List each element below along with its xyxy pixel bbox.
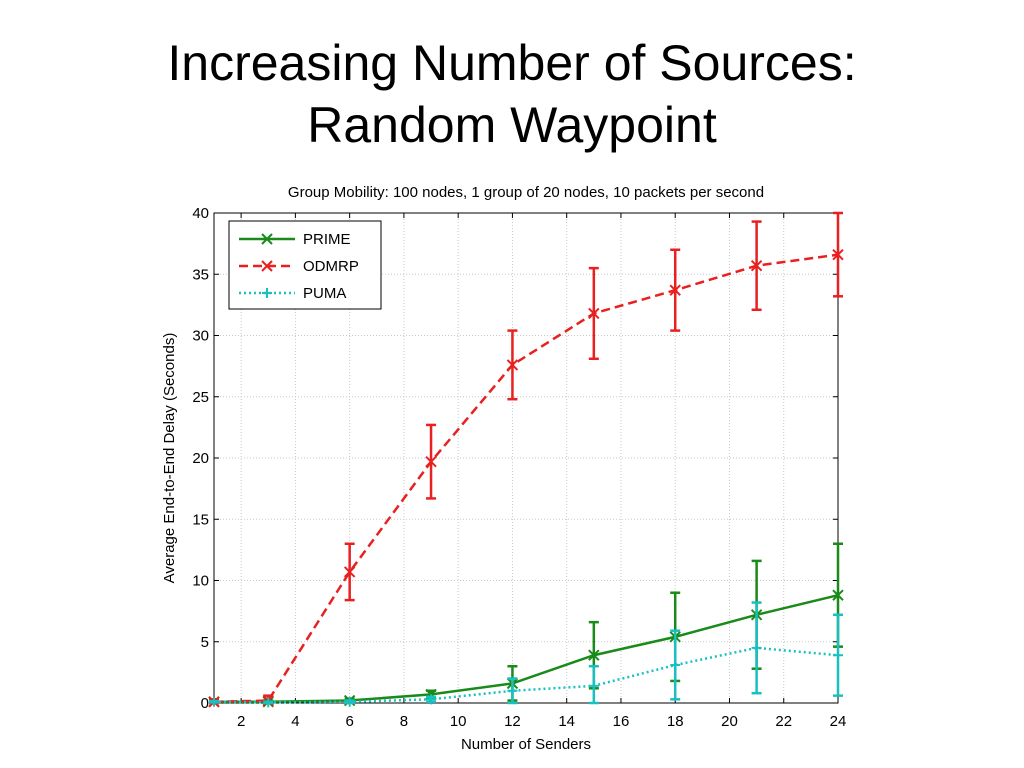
legend-item-odmrp: ODMRP <box>239 258 359 275</box>
slide-title-line1: Increasing Number of Sources: <box>167 35 857 91</box>
data-point <box>425 455 437 468</box>
y-tick-label: 40 <box>192 205 209 222</box>
x-tick-label: 18 <box>667 713 684 730</box>
x-tick-label: 10 <box>450 713 467 730</box>
slide-title-line2: Random Waypoint <box>307 97 717 153</box>
data-point <box>750 259 763 272</box>
x-tick-label: 16 <box>613 713 630 730</box>
data-point <box>588 680 599 691</box>
data-point <box>426 694 437 705</box>
data-point <box>344 696 355 707</box>
chart-title: Group Mobility: 100 nodes, 1 group of 20… <box>288 184 764 201</box>
x-tick-label: 14 <box>558 713 575 730</box>
legend-label: ODMRP <box>303 258 359 275</box>
slide-title: Increasing Number of Sources: Random Way… <box>0 32 1024 156</box>
marker-stroke <box>261 260 273 272</box>
data-point <box>588 649 600 661</box>
data-point <box>669 284 681 296</box>
x-tick-label: 8 <box>400 713 408 730</box>
x-tick-label: 6 <box>345 713 353 730</box>
x-axis-label: Number of Senders <box>461 736 591 753</box>
data-point <box>209 696 219 707</box>
legend-marker <box>262 288 272 298</box>
marker-stroke <box>588 649 600 661</box>
x-tick-label: 2 <box>237 713 245 730</box>
y-tick-label: 10 <box>192 573 209 590</box>
y-axis-label: Average End-to-End Delay (Seconds) <box>161 333 178 584</box>
x-tick-label: 20 <box>721 713 738 730</box>
marker-stroke <box>343 566 356 578</box>
series-line <box>213 646 839 704</box>
data-point <box>751 642 762 653</box>
y-tick-label: 15 <box>192 511 209 528</box>
series-line <box>214 593 839 704</box>
marker-stroke <box>832 248 844 261</box>
data-point <box>833 650 843 661</box>
legend: PRIME ODMRP PUMA <box>228 220 382 310</box>
data-point <box>506 359 519 371</box>
marker-stroke <box>261 233 273 245</box>
data-point <box>507 685 518 696</box>
marker-stroke <box>588 307 600 320</box>
legend-marker <box>261 233 273 245</box>
marker-stroke <box>832 589 844 601</box>
y-tick-label: 35 <box>192 266 209 283</box>
data-point <box>670 660 681 671</box>
y-tick-label: 30 <box>192 328 209 345</box>
data-point <box>588 307 600 320</box>
marker-stroke <box>425 455 437 468</box>
x-tick-label: 4 <box>291 713 299 730</box>
marker-stroke <box>750 259 763 272</box>
legend-marker <box>261 260 273 272</box>
x-tick-label: 22 <box>775 713 792 730</box>
legend-item-puma: PUMA <box>239 285 346 302</box>
data-point <box>343 566 356 578</box>
y-tick-label: 0 <box>201 695 209 712</box>
marker-stroke <box>669 284 681 296</box>
data-point <box>263 697 274 708</box>
series <box>208 211 844 708</box>
legend-label: PRIME <box>303 231 351 248</box>
data-point <box>832 248 844 261</box>
x-tick-label: 12 <box>504 713 521 730</box>
marker-stroke <box>506 359 519 371</box>
legend-item-prime: PRIME <box>239 231 351 248</box>
x-tick-label: 24 <box>830 713 847 730</box>
series-prime <box>208 542 844 708</box>
series-line <box>213 253 839 704</box>
series-puma <box>209 601 843 708</box>
y-tick-label: 20 <box>192 450 209 467</box>
y-tick-label: 5 <box>201 634 209 651</box>
legend-label: PUMA <box>303 285 346 302</box>
data-point <box>832 589 844 601</box>
y-tick-label: 25 <box>192 389 209 406</box>
